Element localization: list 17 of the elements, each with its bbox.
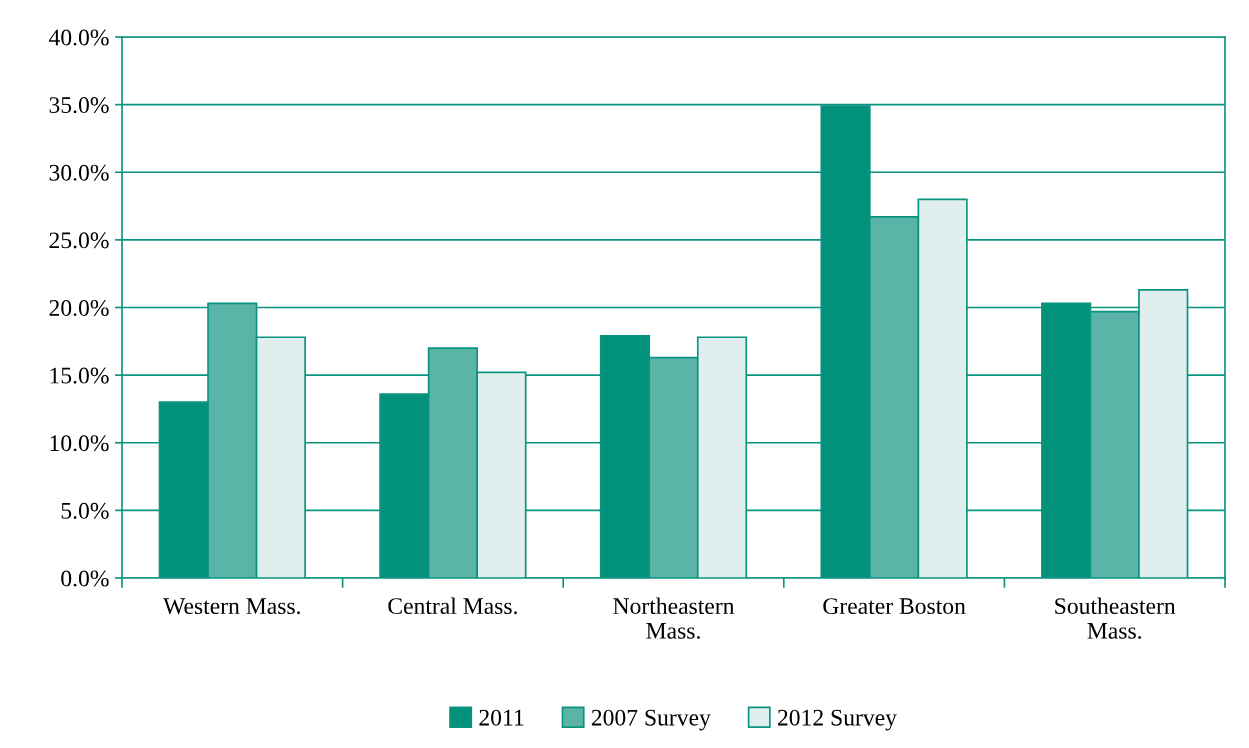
y-tick-label: 35.0% — [49, 97, 109, 114]
x-tick-label: Greater Boston — [823, 598, 966, 615]
y-tick-label: 5.0% — [61, 502, 109, 519]
x-tick-label: Central Mass. — [388, 597, 517, 615]
y-tick-label: 20.0% — [49, 299, 109, 317]
legend-label: 2011 — [479, 709, 524, 726]
y-tick-label: 10.0% — [50, 435, 109, 452]
x-tick-label: Western Mass. — [163, 598, 300, 615]
legend-label: 2012 Survey — [777, 709, 897, 731]
y-tick-label: 0.0% — [61, 570, 109, 587]
y-tick-label: 40.0% — [48, 29, 109, 46]
y-tick-label: 25.0% — [49, 232, 109, 249]
x-tick-label: Northeastern Mass. — [613, 597, 735, 639]
y-tick-label: 15.0% — [50, 367, 109, 384]
y-tick-label: 30.0% — [49, 164, 109, 181]
x-tick-label: Southeastern Mass. — [1055, 597, 1176, 639]
legend-label: 2007 Survey — [591, 709, 711, 731]
